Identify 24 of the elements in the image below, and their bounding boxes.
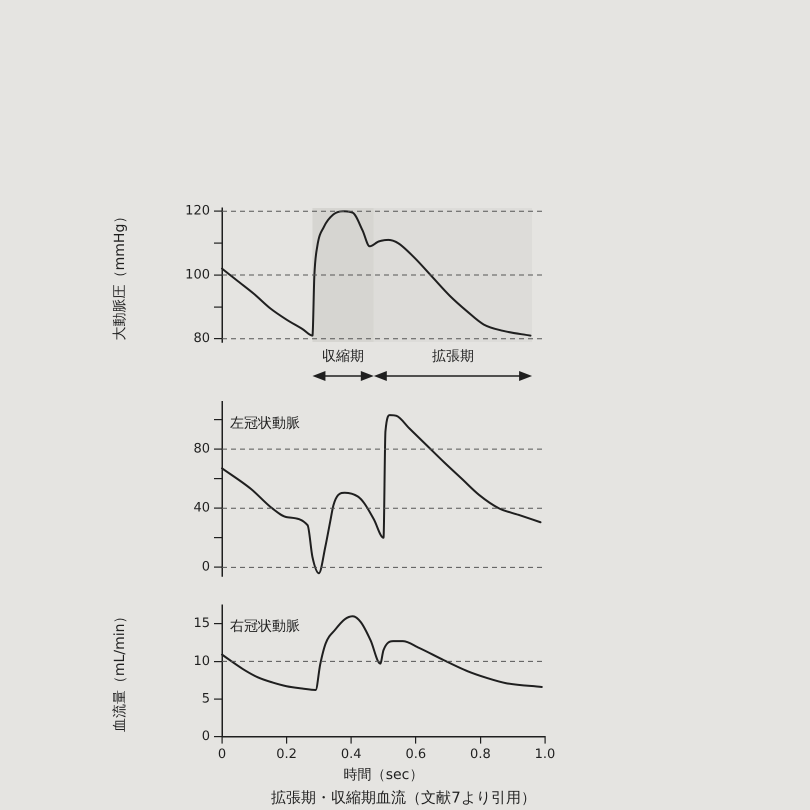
band-label: 収縮期 [322,348,364,365]
y-tick-label: 5 [202,691,210,706]
x-tick-label: 0.2 [276,746,297,762]
series-label: 右冠状動脈 [230,618,300,635]
x-tick-label: 1.0 [534,746,556,762]
text: 左冠状動脈 [230,415,300,432]
x-tick-label: 0.8 [470,746,491,762]
y-axis-title: 大動脈圧（mmHg） [112,210,128,340]
y-axis-title: 血流量（mL/min） [112,610,128,732]
y-tick-label: 15 [193,616,210,632]
y-tick-label: 10 [193,654,210,669]
y-tick-label: 0 [202,560,210,575]
y-tick-label: 0 [202,728,210,744]
y-tick-label: 120 [185,204,210,219]
band-label: 拡張期 [432,348,474,365]
x-tick-label: 0.6 [405,746,426,762]
y-tick-label: 100 [185,267,210,282]
y-tick-label: 80 [193,331,210,346]
text: 拡張期・収縮期血流（文献7より引用） [271,788,536,806]
x-axis-title: 時間（sec） [344,767,424,784]
x-tick-label: 0.4 [340,746,362,762]
y-tick-label: 80 [193,441,210,456]
y-tick-label: 40 [193,500,210,516]
x-tick-label: 0 [218,746,226,762]
